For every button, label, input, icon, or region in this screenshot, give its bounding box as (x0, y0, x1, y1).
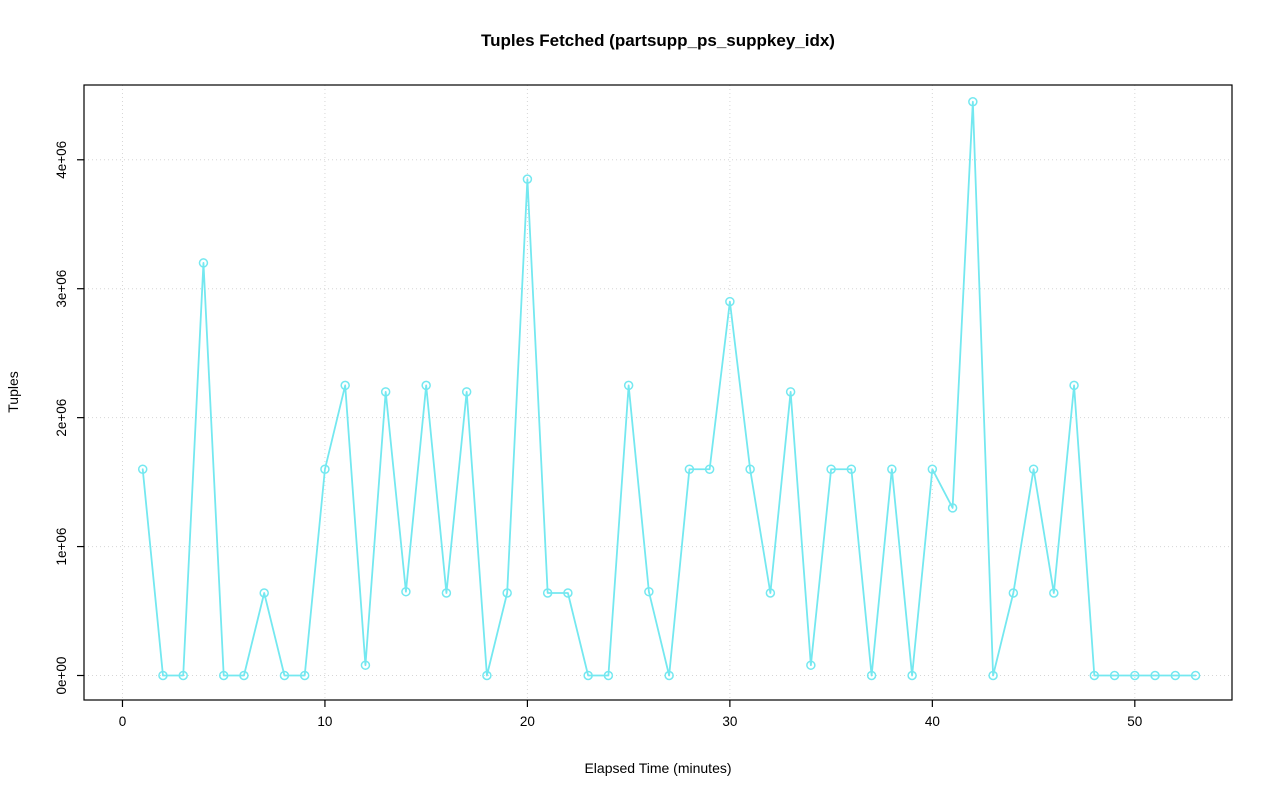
data-point-marker (1170, 670, 1181, 681)
data-point-marker (340, 380, 350, 391)
data-point-marker (482, 670, 492, 681)
data-point-marker (1049, 588, 1059, 598)
data-point-marker (198, 258, 209, 268)
y-tick-label: 4e+06 (54, 141, 69, 179)
data-point-marker (441, 588, 452, 598)
data-point-marker (826, 464, 836, 474)
plot-area: 0 10 20 30 40 50 0e+00 1e+06 2e+06 3e+06 4e+06 (54, 84, 1233, 729)
data-point-marker (178, 670, 188, 681)
x-tick-label: 40 (925, 714, 940, 729)
data-point-marker (866, 670, 877, 681)
data-point-marker (583, 670, 593, 681)
y-axis-label: Tuples (5, 371, 21, 413)
data-point-marker (1190, 670, 1201, 681)
y-tick-label: 3e+06 (54, 270, 69, 308)
y-tick-label: 0e+00 (54, 657, 69, 695)
data-point-marker (380, 387, 391, 397)
data-point-marker (1028, 464, 1039, 474)
data-point-marker (279, 670, 290, 681)
data-point-marker (704, 464, 715, 474)
x-axis-label: Elapsed Time (minutes) (584, 760, 731, 776)
data-point-marker (1109, 670, 1120, 681)
data-point-marker (664, 670, 674, 681)
data-point-marker (745, 464, 755, 474)
data-point-marker (320, 464, 330, 474)
data-point-marker (522, 174, 533, 184)
data-point-marker (1008, 588, 1019, 598)
data-point-marker (785, 387, 796, 397)
y-tick-label: 2e+06 (54, 399, 69, 437)
x-tick-label: 20 (520, 714, 535, 729)
x-tick-label: 0 (119, 714, 127, 729)
data-point-marker (765, 588, 776, 598)
data-point-marker (887, 464, 897, 474)
data-point-marker (1069, 380, 1079, 391)
data-point-marker (259, 588, 269, 598)
data-point-marker (158, 670, 168, 681)
data-point-marker (461, 387, 472, 397)
series-line (141, 100, 1197, 677)
data-point-marker (968, 97, 978, 107)
data-point-marker (137, 464, 148, 474)
data-point-marker (644, 586, 654, 597)
x-tick-label: 30 (722, 714, 737, 729)
y-tick-label: 1e+06 (54, 528, 69, 566)
data-point-marker (988, 670, 998, 681)
data-point-marker (1130, 670, 1140, 681)
data-point-marker (846, 464, 857, 474)
data-point-marker (725, 296, 735, 307)
data-point-marker (684, 464, 695, 474)
data-point-marker (927, 464, 938, 474)
data-point-marker (563, 588, 573, 598)
data-point-marker (299, 670, 310, 681)
data-point-marker (603, 670, 614, 681)
x-tick-label: 10 (317, 714, 332, 729)
data-point-marker (947, 503, 958, 513)
chart-title: Tuples Fetched (partsupp_ps_suppkey_idx) (481, 31, 835, 50)
data-point-marker (218, 670, 229, 681)
data-point-marker (1150, 670, 1160, 681)
x-tick-label: 50 (1127, 714, 1142, 729)
data-point-marker (623, 380, 634, 391)
plot-border (83, 84, 1233, 701)
data-point-marker (806, 660, 816, 670)
data-point-marker (907, 670, 917, 681)
data-point-marker (360, 660, 371, 670)
data-point-marker (401, 586, 411, 597)
data-point-marker (421, 380, 431, 391)
data-point-marker (239, 670, 249, 681)
data-point-marker (502, 588, 512, 598)
data-point-marker (1089, 670, 1100, 681)
data-point-marker (542, 588, 553, 598)
